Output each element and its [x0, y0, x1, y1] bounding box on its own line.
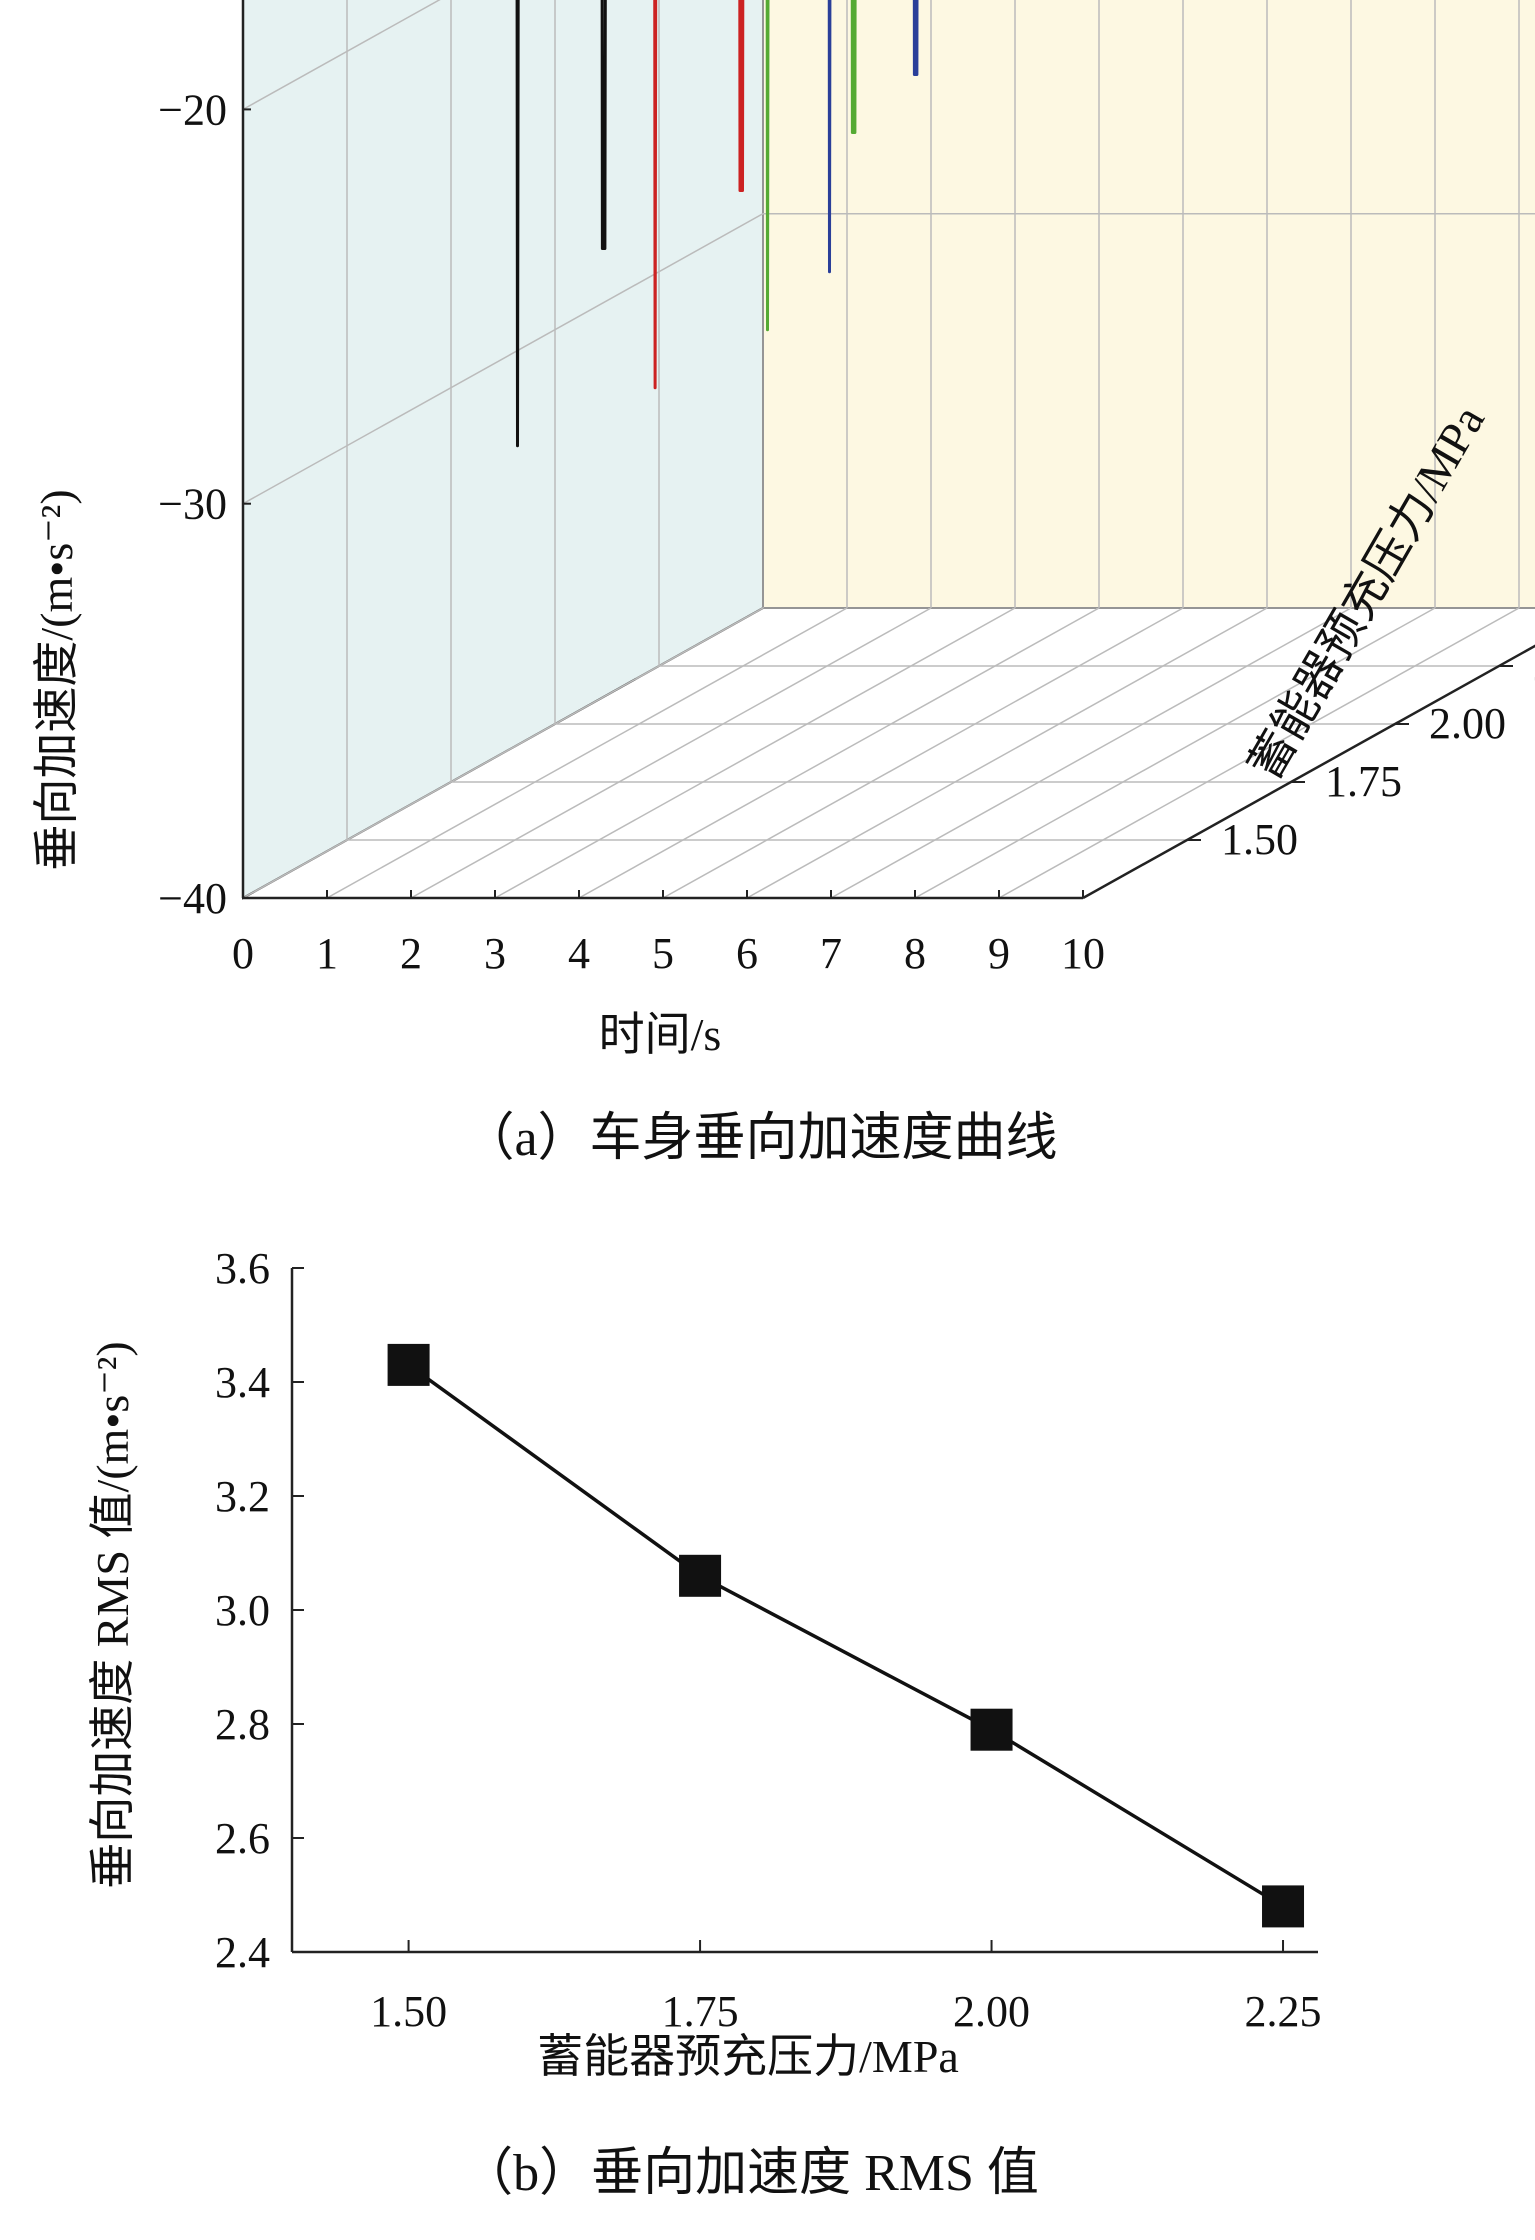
axes-frame-b: [290, 1268, 1318, 1954]
ticks-b: 2.4 2.6 2.8 3.0 3.2 3.4 3.6 1.50 1.75 2.00 2.25: [215, 1244, 1322, 2036]
y-tick-label-b: 3.4: [215, 1358, 270, 1407]
x-tick-label-b: 2.00: [953, 1987, 1030, 2036]
grid-line: [494, 607, 1016, 899]
x-tick-label-b: 1.50: [370, 1987, 447, 2036]
x-axis-label-b: 蓄能器预充压力/MPa: [537, 2031, 959, 2082]
y-tick-label-b: 3.0: [215, 1586, 270, 1635]
ticks-a: 0123456789103020100−10−20−30−401.501.752…: [158, 85, 1535, 978]
y-tick-label: −20: [158, 85, 227, 134]
y-axis-label-a: 垂向加速度/(m•s⁻²): [31, 489, 82, 870]
grid-line: [242, 213, 764, 505]
x-axis-label-a: 时间/s: [599, 1009, 722, 1060]
chart-b: 2.4 2.6 2.8 3.0 3.2 3.4 3.6 1.50 1.75 2.00 2.25 蓄能…: [87, 1244, 1322, 2202]
y-tick-label-b: 2.8: [215, 1700, 270, 1749]
grid-line: [830, 607, 1352, 899]
grid-line: [662, 607, 1184, 899]
x-tick-label: 0: [232, 929, 254, 978]
rms-point: [387, 1343, 430, 1386]
z-tick-label: 2.00: [1429, 699, 1506, 748]
caption-b: （b）垂向加速度 RMS 值: [461, 2145, 1039, 2202]
x-tick-label: 3: [484, 929, 506, 978]
grid-line: [998, 607, 1520, 899]
z-axis-line: [1082, 644, 1535, 900]
x-tick-label: 6: [736, 929, 758, 978]
y-axis-label-b: 垂向加速度 RMS 值/(m•s⁻²): [87, 1341, 138, 1888]
y-tick-label-b: 3.6: [215, 1244, 270, 1293]
x-tick-label-b: 2.25: [1245, 1987, 1322, 2036]
y-tick-label-b: 3.2: [215, 1472, 270, 1521]
z-tick-label: 1.75: [1325, 757, 1402, 806]
rms-point: [1262, 1885, 1305, 1928]
grid-line: [746, 607, 1268, 899]
z-tick-label: 2.25: [1533, 641, 1535, 690]
chart-a: 0123456789103020100−10−20−30−401.501.752…: [31, 0, 1535, 1167]
x-tick-label-b: 1.75: [662, 1987, 739, 2036]
x-tick-label: 4: [568, 929, 590, 978]
x-tick-label: 2: [400, 929, 422, 978]
y-tick-label: −40: [158, 874, 227, 923]
x-tick-label: 5: [652, 929, 674, 978]
grid-line: [242, 607, 764, 899]
grid-line: [326, 607, 848, 899]
y-tick-label-b: 2.4: [215, 1928, 270, 1977]
series-rms: [387, 1343, 1305, 1928]
y-tick-label: −30: [158, 480, 227, 529]
grid-line: [242, 0, 441, 111]
grid-a: [242, 0, 1535, 899]
grid-line: [914, 607, 1436, 899]
rms-line: [407, 1363, 1284, 1908]
grid-line: [578, 607, 1100, 899]
x-tick-label: 10: [1061, 929, 1105, 978]
z-tick-label: 1.50: [1221, 815, 1298, 864]
caption-a: （a）车身垂向加速度曲线: [462, 1110, 1057, 1167]
side-wall: [242, 0, 764, 900]
x-tick-label: 9: [988, 929, 1010, 978]
rms-point: [970, 1708, 1013, 1751]
rms-point: [679, 1554, 722, 1597]
x-tick-label: 8: [904, 929, 926, 978]
x-tick-label: 1: [316, 929, 338, 978]
grid-line: [410, 607, 932, 899]
y-tick-label-b: 2.6: [215, 1814, 270, 1863]
x-tick-label: 7: [820, 929, 842, 978]
